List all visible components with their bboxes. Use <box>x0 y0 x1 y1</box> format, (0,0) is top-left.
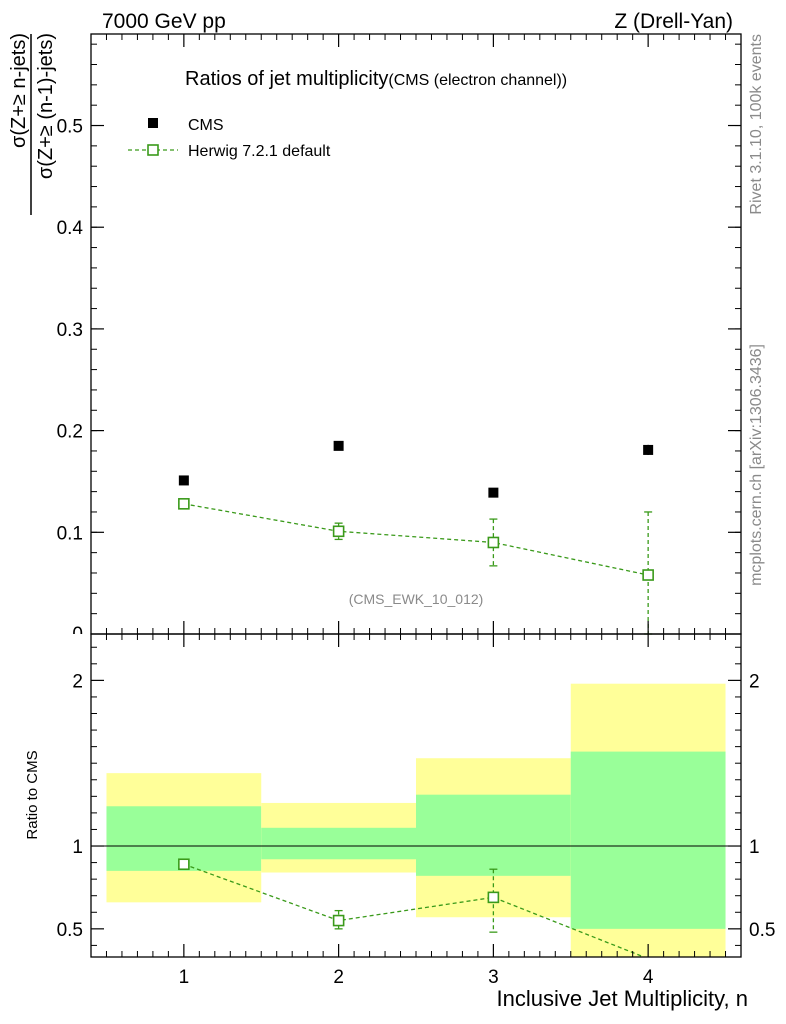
x-axis-label: Inclusive Jet Multiplicity, n <box>497 986 748 1011</box>
main-ylabel: σ(Z+≥ n-jets) σ(Z+≥ (n-1)-jets) <box>8 33 57 215</box>
ratio-uncertainty-bands <box>106 683 726 957</box>
plot-title-sub: (CMS (electron channel)) <box>388 72 567 89</box>
main-ytick-label: 0.2 <box>57 422 83 443</box>
analysis-tag: (CMS_EWK_10_012) <box>349 591 484 607</box>
ratio-mc-point <box>332 914 345 927</box>
ratio-ytick-label-right: 1 <box>749 837 760 858</box>
main-ytick-label: 0.3 <box>57 320 83 341</box>
main-ytick-label-zero: 0 <box>72 624 83 645</box>
ratio-ylabel: Ratio to CMS <box>24 750 41 839</box>
legend-cms-label: CMS <box>188 117 224 134</box>
main-ylabel-numerator: σ(Z+≥ n-jets) <box>8 33 30 148</box>
cms-point <box>488 487 499 498</box>
mc-point <box>332 525 345 538</box>
ratio-ytick-label-left: 1 <box>72 837 83 858</box>
mc-point <box>487 536 500 549</box>
main-ylabel-denominator: σ(Z+≥ (n-1)-jets) <box>35 33 57 179</box>
ratio-band-inner <box>570 751 726 929</box>
plot-title-main: Ratios of jet multiplicity <box>185 68 388 90</box>
mc-line <box>183 503 649 576</box>
xtick-label: 2 <box>333 967 344 988</box>
xtick-label: 4 <box>643 967 654 988</box>
legend-mc-label: Herwig 7.2.1 default <box>188 143 331 160</box>
ratio-mc-point <box>487 891 500 904</box>
main-ytick-label: 0.5 <box>57 117 83 138</box>
cms-point <box>333 440 344 451</box>
legend-mc-marker <box>147 144 159 156</box>
collision-label: 7000 GeV pp <box>102 10 226 33</box>
ratio-ytick-label-right: 2 <box>749 671 760 692</box>
cms-point <box>178 475 189 486</box>
ratio-mc-point <box>178 858 190 871</box>
ratio-ytick-label-left: 0.5 <box>57 920 83 941</box>
xtick-label: 3 <box>488 967 499 988</box>
mc-point <box>642 569 654 581</box>
legend: CMS Herwig 7.2.1 default <box>128 117 331 160</box>
ratio-mc-series <box>178 858 645 958</box>
main-ytick-label: 0.1 <box>57 523 83 544</box>
main-ytick-label: 0.4 <box>57 218 84 239</box>
ratio-band-inner <box>261 827 416 860</box>
ratio-ytick-label-left: 2 <box>72 671 83 692</box>
legend-cms-marker <box>148 118 158 128</box>
ratio-ytick-label-right: 0.5 <box>749 920 775 941</box>
mc-point <box>178 498 190 510</box>
process-label: Z (Drell-Yan) <box>614 10 733 33</box>
axes: 0.1 0.2 0.3 0.4 0.5 0 1 2 3 4 0.5 0.5 1 1 2 2 <box>57 33 775 988</box>
plot-title: Ratios of jet multiplicity(CMS (electron… <box>185 68 567 90</box>
xtick-label: 1 <box>179 967 190 988</box>
rivet-version-label: Rivet 3.1.10, 100k events <box>748 34 765 215</box>
cms-point <box>643 444 654 455</box>
ratio-mc-line <box>183 863 645 958</box>
mcplots-label: mcplots.cern.ch [arXiv:1306.3436] <box>748 344 765 586</box>
ratio-band-inner <box>416 794 571 876</box>
